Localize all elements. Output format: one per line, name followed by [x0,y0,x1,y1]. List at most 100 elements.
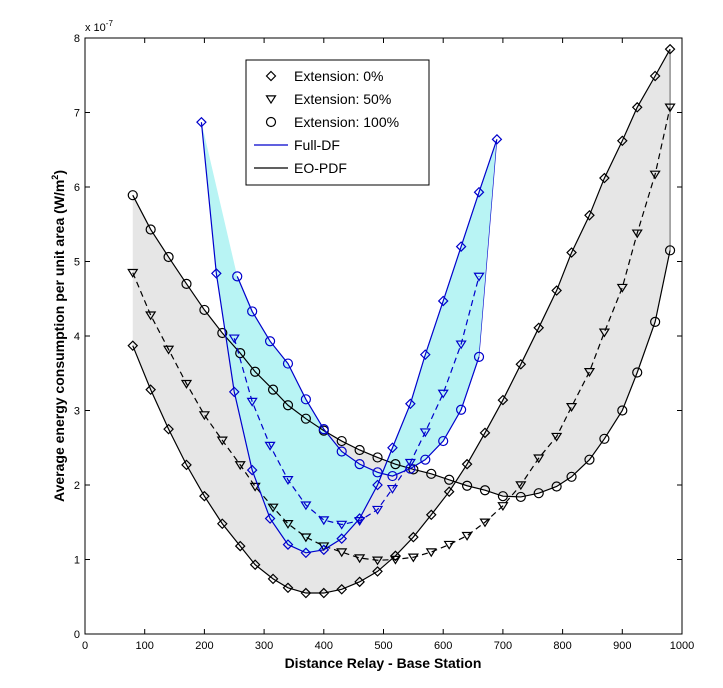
data-point [405,398,416,410]
data-point [354,554,366,564]
series-full-df-triangle-down [228,272,485,530]
data-point [479,518,491,528]
series-layer [127,43,676,599]
x-tick-label: 200 [195,640,213,652]
data-point [249,482,261,492]
y-tick-label: 5 [74,257,80,269]
legend-box [245,59,430,186]
y-tick-label: 4 [74,331,80,343]
data-point [127,190,138,201]
data-point [282,400,294,411]
data-point [372,566,383,577]
series-full-df-circle [232,271,485,482]
data-point [497,491,508,502]
data-point [267,503,279,513]
data-point [336,533,348,544]
data-point [372,467,383,478]
y-scale-exponent: -7 [106,19,114,28]
x-axis-label: Distance Relay - Base Station [285,655,482,671]
data-point [228,334,240,344]
y-tick-label: 1 [74,555,80,567]
data-point [583,368,596,377]
data-point [282,476,294,485]
data-point [461,480,473,491]
data-point [444,474,455,485]
data-point [264,336,276,347]
data-point [264,441,276,451]
data-point [387,442,398,454]
data-point [246,397,258,407]
legend-item: Extension: 0% [265,68,384,84]
series-line [236,276,480,477]
legend-marker [265,116,277,128]
x-tick-label: 600 [434,640,452,652]
data-point [404,458,416,468]
data-point [127,340,139,352]
legend-marker [265,95,277,105]
data-point [372,452,383,463]
data-point [386,484,399,494]
data-point [163,251,174,263]
x-tick-label: 100 [136,640,154,652]
data-point [267,573,279,585]
legend-label: Extension: 100% [294,114,399,130]
data-point [216,518,228,530]
data-point [420,454,431,465]
data-point [163,423,174,435]
y-tick-label: 0 [74,629,80,641]
data-point [217,327,228,339]
data-point [232,271,243,282]
data-point [300,533,312,543]
legend-item: Extension: 100% [265,114,399,130]
y-axis-label-close: ) [51,170,67,175]
data-point [267,384,279,395]
data-point [354,444,365,456]
data-point [584,454,595,465]
band-edge [478,139,498,357]
data-point [234,461,246,471]
x-tick-label: 0 [82,640,88,652]
x-tick-label: 900 [613,640,631,652]
data-point [145,311,157,321]
data-point [650,316,661,327]
y-tick-label: 6 [74,182,80,194]
data-point [497,394,509,406]
data-point [456,404,467,415]
full-df-band-fill [201,122,497,553]
data-point [336,520,348,530]
data-point [649,70,661,82]
data-point [300,413,311,424]
data-point [473,272,485,282]
legend-items: Extension: 0% Extension: 50% Extension: 10… [254,68,399,176]
data-point [282,582,294,594]
data-point [198,411,210,421]
data-point [318,544,330,556]
data-point [181,459,192,471]
legend-label: Extension: 50% [294,91,391,107]
data-point [565,403,578,412]
y-scale-base: x 10 [85,22,106,34]
data-point [599,433,610,444]
data-point [533,454,545,464]
data-point [405,463,416,474]
data-point [282,539,294,550]
y-axis-label-main: Average energy consumption per unit area… [51,180,67,502]
x-tick-label: 300 [255,640,273,652]
data-point [318,424,329,435]
data-point [318,542,330,552]
data-point [616,135,628,147]
data-point [336,435,347,447]
data-point [566,247,577,258]
data-point [533,488,544,499]
data-point [551,432,563,442]
data-point [551,481,562,492]
data-point [282,519,294,529]
data-point [180,379,193,389]
data-point [336,446,347,457]
data-point [584,209,595,221]
data-point [425,509,437,521]
x-tick-label: 800 [553,640,571,652]
data-point [426,468,437,479]
data-point [282,358,294,369]
